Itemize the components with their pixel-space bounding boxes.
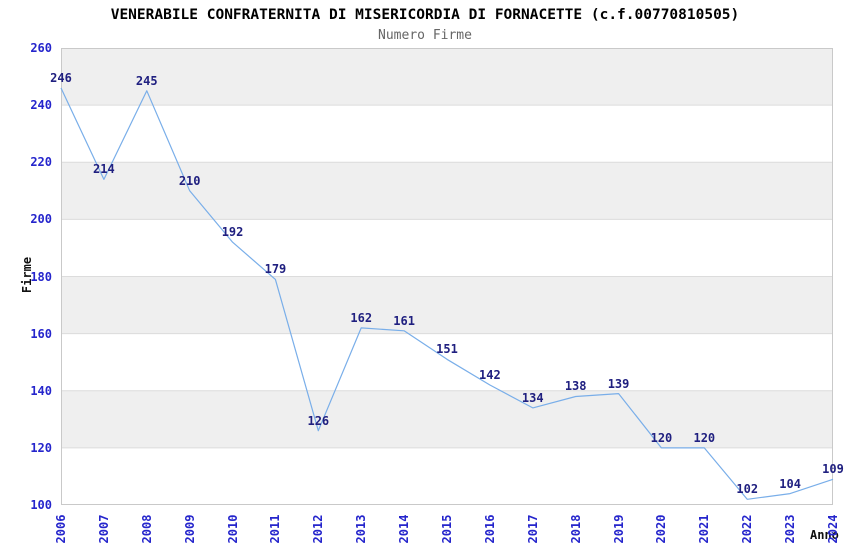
- data-label: 192: [221, 225, 244, 240]
- y-tick-label: 180: [30, 269, 52, 284]
- y-tick-label: 160: [30, 326, 52, 341]
- data-label: 126: [307, 413, 330, 428]
- background-band: [61, 390, 833, 448]
- data-label: 120: [693, 430, 716, 445]
- x-tick-label: 2012: [311, 514, 326, 544]
- data-label: 162: [350, 310, 373, 325]
- x-tick-label: 2015: [440, 514, 454, 544]
- x-tick-label: 2020: [654, 514, 669, 544]
- background-band: [61, 276, 833, 334]
- data-label: 138: [564, 379, 587, 394]
- data-label: 151: [436, 342, 458, 357]
- data-label: 245: [135, 73, 158, 88]
- data-label: 214: [93, 162, 115, 177]
- x-tick-label: 2014: [397, 514, 412, 544]
- x-tick-label: 2017: [525, 514, 540, 544]
- x-tick-label: 2023: [783, 514, 798, 544]
- data-label: 104: [779, 476, 801, 491]
- y-tick-label: 240: [30, 98, 52, 113]
- x-tick-label: 2009: [182, 514, 197, 544]
- background-band: [61, 162, 833, 220]
- y-tick-label: 220: [30, 155, 52, 170]
- y-tick-label: 140: [30, 383, 52, 398]
- x-tick-label: 2011: [268, 514, 283, 544]
- x-tick-label: 2019: [611, 514, 626, 544]
- y-tick-label: 100: [30, 498, 52, 512]
- data-label: 179: [264, 262, 287, 277]
- data-label: 210: [178, 173, 201, 188]
- data-label: 246: [50, 70, 72, 85]
- x-tick-label: 2022: [740, 514, 755, 544]
- series-line: [60, 87, 834, 500]
- x-tick-label: 2008: [139, 514, 154, 544]
- x-tick-label: 2006: [54, 514, 68, 544]
- data-label: 109: [822, 462, 844, 477]
- x-tick-label: 2013: [354, 514, 369, 544]
- x-tick-label: 2007: [96, 514, 111, 544]
- data-label: 120: [650, 430, 673, 445]
- chart-title: VENERABILE CONFRATERNITA DI MISERICORDIA…: [110, 7, 740, 23]
- y-tick-label: 260: [30, 41, 52, 55]
- data-label: 161: [393, 313, 415, 328]
- x-tick-label: 2010: [225, 514, 240, 544]
- data-label: 139: [607, 376, 630, 391]
- x-tick-label: 2016: [482, 514, 497, 544]
- x-tick-label: 2024: [826, 514, 840, 544]
- plot-border: [61, 48, 833, 505]
- x-tick-label: 2021: [697, 514, 712, 544]
- x-tick-label: 2018: [568, 514, 583, 544]
- x-axis-title: Anno: [810, 528, 839, 542]
- background-band: [61, 48, 833, 106]
- data-label: 102: [736, 482, 759, 497]
- data-label: 134: [521, 390, 544, 405]
- chart-subtitle: Numero Firme: [378, 28, 472, 43]
- data-label: 142: [479, 368, 501, 383]
- y-tick-label: 200: [30, 212, 52, 227]
- y-tick-label: 120: [30, 440, 52, 455]
